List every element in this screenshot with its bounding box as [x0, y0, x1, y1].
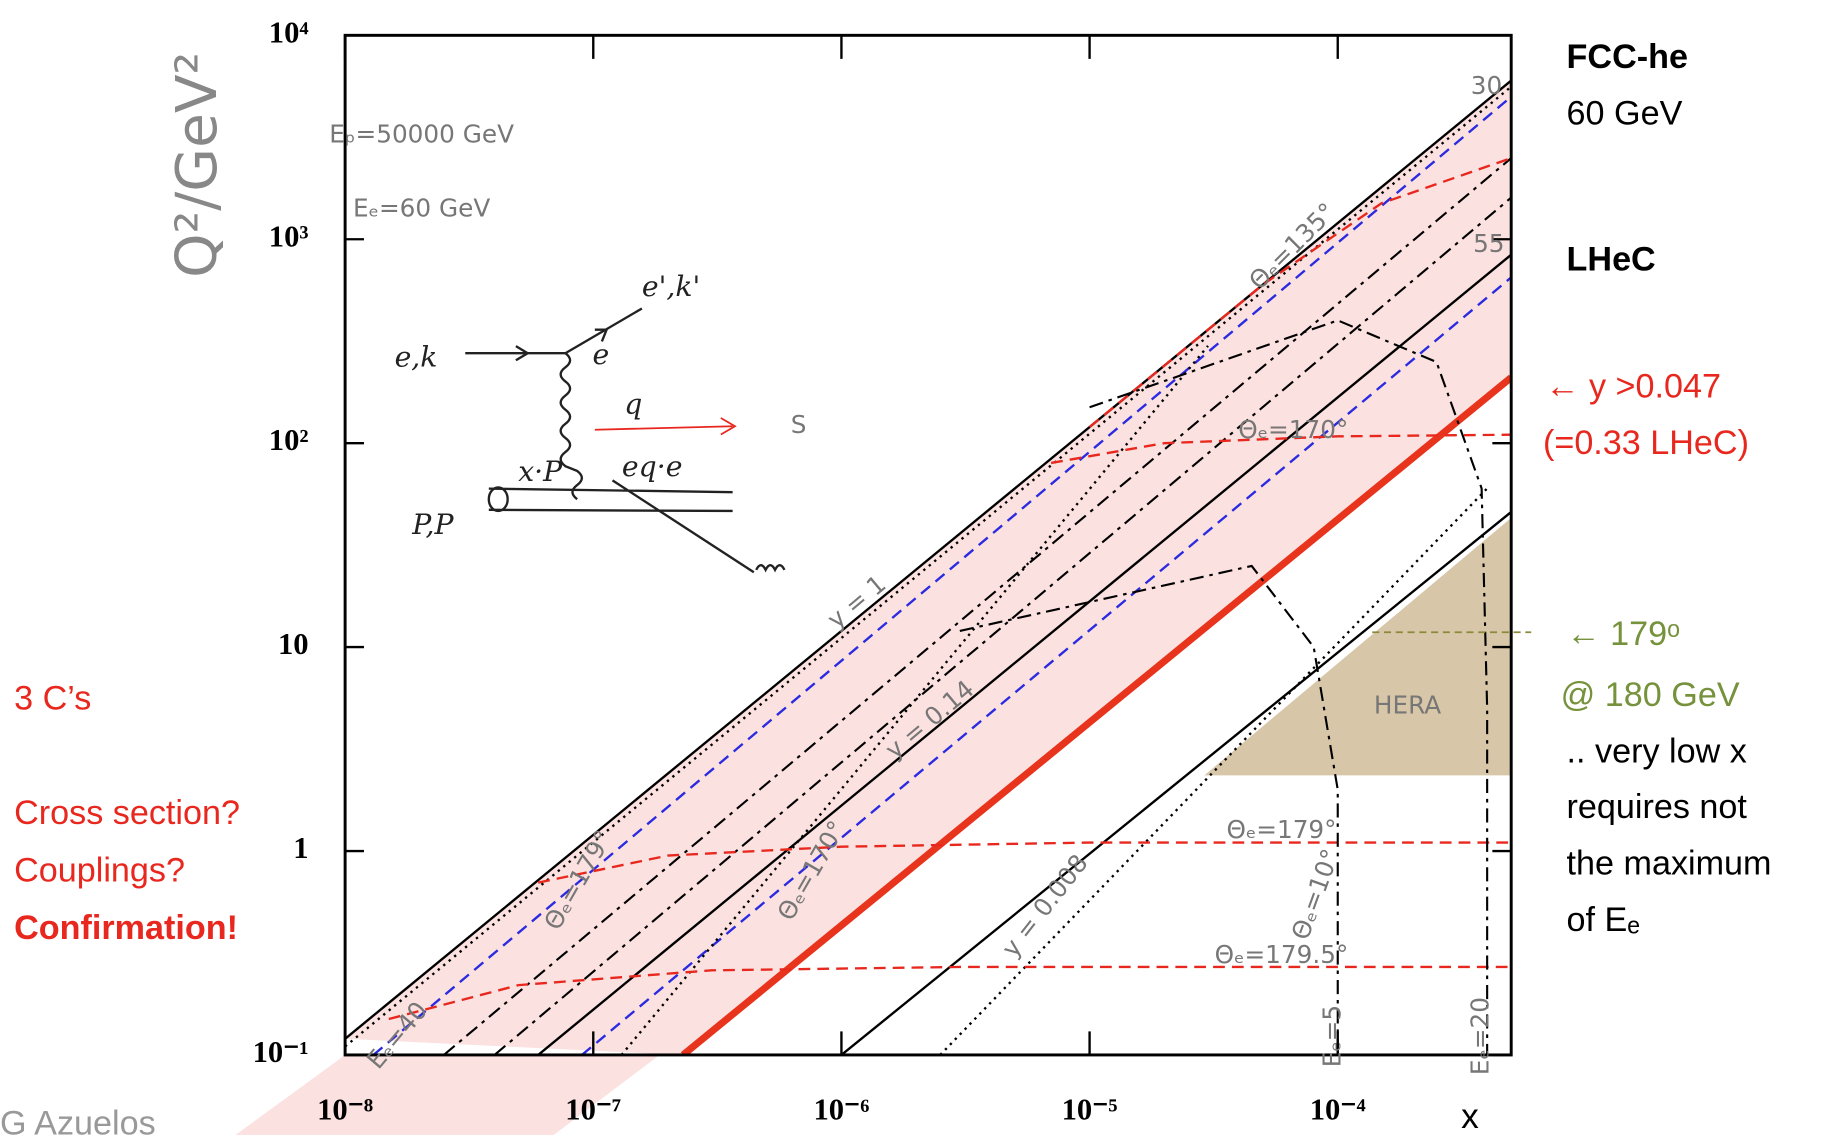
curve	[537, 841, 1512, 884]
x-tick-label: 10⁻⁵	[1062, 1093, 1118, 1127]
shade-extension	[235, 1054, 660, 1135]
curve	[840, 511, 1512, 1055]
x-axis-label: x	[1461, 1097, 1479, 1135]
y-tick-label: 10⁴	[269, 15, 309, 49]
side-note: of Eₑ	[1567, 901, 1640, 939]
diagram-label: e',k'	[642, 270, 700, 303]
side-note: ← y >0.047	[1545, 368, 1721, 406]
curve	[388, 965, 1512, 1021]
plot-frame	[343, 33, 1513, 1057]
annotation: 30	[1471, 71, 1502, 100]
annotation: Eₑ=20	[1466, 997, 1495, 1075]
curve	[537, 253, 1512, 1055]
credit: G Azuelos	[0, 1105, 156, 1135]
y-tick-label: 10	[278, 627, 309, 661]
diagram-label: e,k	[395, 341, 438, 374]
y-tick-label: 1	[293, 831, 308, 865]
curve	[1050, 433, 1512, 465]
shaded-region	[345, 80, 1512, 1055]
curve	[620, 345, 1209, 1055]
y-tick-label: 10⁻¹	[253, 1035, 309, 1069]
annotation: Θₑ=170°	[1238, 415, 1348, 444]
y-tick-label: 10²	[269, 423, 309, 457]
annotation: 55	[1473, 229, 1504, 258]
curve	[443, 157, 1512, 1055]
side-note: 3 C’s	[14, 680, 91, 718]
side-note: Cross section?	[14, 794, 240, 832]
lines	[345, 79, 1512, 1055]
regions	[345, 80, 1512, 1055]
x-tick-label: 10⁻⁴	[1310, 1093, 1366, 1127]
curve	[1089, 319, 1489, 1055]
annotation: Eₚ=50000 GeV	[329, 119, 514, 148]
curve	[959, 564, 1339, 1055]
side-note: .. very low x	[1567, 733, 1747, 771]
y-axis-label: Q²/GeV²	[165, 52, 230, 278]
side-note: requires not	[1567, 788, 1748, 826]
curve	[345, 79, 1512, 1040]
annotation: S	[791, 410, 807, 439]
annotation: Θₑ=10°	[1286, 845, 1346, 944]
diagram-label: P,P	[411, 508, 454, 541]
x-tick-label: 10⁻⁸	[317, 1093, 373, 1127]
side-note: @ 180 GeV	[1561, 676, 1740, 714]
side-note: LHeC	[1567, 240, 1656, 278]
side-note: Confirmation!	[14, 909, 238, 947]
shaded-region	[1204, 517, 1512, 776]
y-tick-label: 10³	[269, 219, 309, 253]
x-tick-label: 10⁻⁶	[813, 1093, 869, 1127]
annotation: Eₑ=60 GeV	[353, 194, 490, 223]
annotation: HERA	[1374, 690, 1441, 719]
side-note: ← 179ᵒ	[1567, 615, 1681, 653]
diagram-label: x·P	[518, 455, 563, 488]
annotation: Eₑ=5	[1317, 1005, 1346, 1067]
curve	[680, 374, 1512, 1055]
side-note: (=0.33 LHeC)	[1543, 424, 1749, 462]
side-note: 60 GeV	[1567, 94, 1683, 132]
diagram-label: eq·e	[622, 450, 683, 483]
curve	[581, 276, 1512, 1055]
annotation: Θₑ=179°	[1226, 815, 1336, 844]
x-tick-label: 10⁻⁷	[565, 1093, 621, 1127]
curve	[1088, 156, 1512, 428]
feynman-diagram	[465, 307, 786, 574]
curve	[372, 95, 1512, 1055]
side-note: Couplings?	[14, 851, 185, 889]
side-note: the maximum	[1567, 844, 1772, 882]
diagram-label: q	[624, 388, 642, 421]
annotation: y = 0.008	[996, 849, 1094, 963]
diagram-label: e	[592, 338, 609, 371]
annotation: Θₑ=179.5°	[1215, 940, 1349, 969]
side-note: FCC-he	[1567, 38, 1688, 76]
